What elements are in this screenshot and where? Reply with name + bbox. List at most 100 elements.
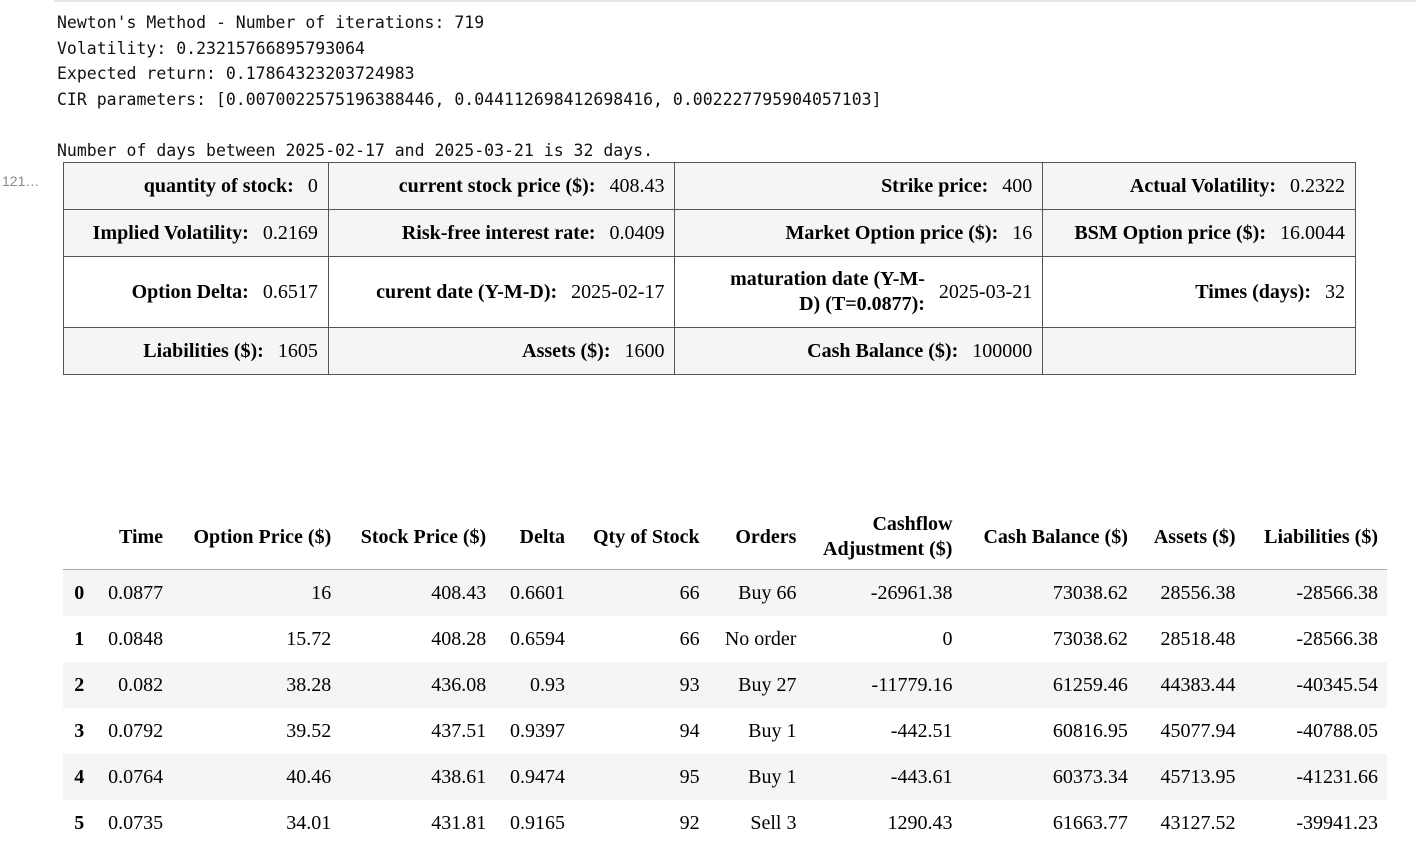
parameter-value: 2025-03-21: [938, 280, 1033, 303]
parameter-value: 0: [307, 174, 318, 197]
parameter-value: 32: [1325, 280, 1345, 303]
parameter-cell: current stock price ($): 408.43: [327, 162, 676, 210]
column-header-time: Time: [93, 505, 173, 570]
cell-output-text: Newton's Method - Number of iterations: …: [57, 10, 882, 163]
parameter-value: 0.0409: [609, 221, 665, 244]
table-cell: Buy 66: [708, 569, 806, 616]
parameter-cell: Cash Balance ($): 100000: [674, 327, 1044, 375]
table-cell: -442.51: [890, 719, 953, 742]
row-index: 4: [63, 754, 94, 800]
column-header-stock-price: Stock Price ($): [340, 505, 496, 570]
table-cell: 66: [679, 627, 700, 650]
parameter-cell: Liabilities ($): 1605: [63, 327, 329, 375]
parameter-label: curent date (Y-M-D):: [376, 280, 558, 303]
table-cell: -40788.05: [1296, 719, 1378, 742]
parameter-value: 100000: [972, 339, 1033, 362]
table-cell: 45713.95: [1136, 754, 1245, 800]
table-cell: 60816.95: [1052, 719, 1128, 742]
table-cell: 40.46: [172, 754, 341, 800]
parameter-value: 16: [1012, 221, 1033, 244]
parameter-label: current stock price ($):: [398, 174, 596, 197]
table-cell: -11779.16: [805, 662, 962, 708]
table-cell: 43127.52: [1160, 811, 1236, 834]
table-cell: 0.0764: [93, 754, 173, 800]
column-header-delta: Delta: [495, 505, 575, 570]
table-cell: 61259.46: [961, 662, 1137, 708]
output-line: CIR parameters: [0.0070022575196388446, …: [57, 89, 882, 109]
parameter-value: 1605: [277, 339, 318, 362]
table-cell: 44383.44: [1136, 662, 1245, 708]
execution-count-label[interactable]: 121…: [2, 173, 40, 189]
column-header-cashflow-adjustment: Cashflow Adjustment ($): [805, 505, 962, 570]
table-cell: 28556.38: [1136, 569, 1245, 616]
table-cell: 0.9165: [510, 811, 566, 834]
table-cell: -28566.38: [1296, 627, 1378, 650]
parameter-label: Times (days):: [1195, 280, 1311, 303]
table-cell: 408.28: [431, 627, 487, 650]
table-cell: 39.52: [286, 719, 332, 742]
table-cell: 28518.48: [1160, 627, 1236, 650]
parameter-label: Implied Volatility:: [92, 221, 249, 244]
parameter-value: 0.6517: [262, 280, 318, 303]
parameter-label: Cash Balance ($):: [807, 339, 959, 362]
parameter-cell: quantity of stock: 0: [63, 162, 329, 210]
table-cell: 66: [574, 569, 709, 616]
row-index: 0: [63, 569, 94, 616]
table-cell: 73038.62: [1052, 627, 1128, 650]
parameters-row: Option Delta: 0.6517 curent date (Y-M-D):…: [63, 256, 1356, 328]
parameter-cell: Assets ($): 1600: [327, 327, 676, 375]
column-header-orders: Orders: [708, 505, 806, 570]
table-cell: 1290.43: [887, 811, 953, 834]
table-cell: 0.6594: [510, 627, 566, 650]
parameter-cell-empty: [1042, 327, 1356, 375]
table-cell: 16: [172, 569, 341, 616]
table-row: 3 0.0792 39.52 437.51 0.9397 94 Buy 1 -4…: [63, 708, 1387, 754]
parameter-cell: Implied Volatility: 0.2169: [63, 209, 329, 257]
parameter-label: Assets ($):: [522, 339, 611, 362]
table-cell: 34.01: [286, 811, 332, 834]
row-index: 5: [74, 811, 85, 834]
table-cell: 0.0735: [108, 811, 164, 834]
parameter-cell: Times (days): 32: [1042, 256, 1356, 328]
table-cell: 431.81: [431, 811, 487, 834]
table-cell: 408.43: [340, 569, 496, 616]
parameter-value: 16.0044: [1280, 221, 1345, 244]
table-cell: -28566.38: [1244, 569, 1387, 616]
table-cell: Buy 1: [708, 754, 806, 800]
column-header-index: [63, 505, 94, 570]
table-cell: 95: [574, 754, 709, 800]
cell-divider: [54, 0, 1416, 2]
parameter-label: Market Option price ($):: [785, 221, 999, 244]
table-row: 4 0.0764 40.46 438.61 0.9474 95 Buy 1 -4…: [63, 754, 1387, 800]
parameters-row: quantity of stock: 0 current stock price …: [63, 162, 1356, 210]
row-index: 1: [74, 627, 85, 650]
output-line: Volatility: 0.23215766895793064: [57, 38, 365, 58]
table-cell: 0.0848: [108, 627, 164, 650]
table-cell: -41231.66: [1244, 754, 1387, 800]
table-cell: 436.08: [340, 662, 496, 708]
table-cell: 0.082: [93, 662, 173, 708]
parameter-value: 400: [1002, 174, 1033, 197]
table-row: 2 0.082 38.28 436.08 0.93 93 Buy 27 -117…: [63, 662, 1387, 708]
table-cell: 92: [679, 811, 700, 834]
table-cell: No order: [724, 627, 797, 650]
table-cell: 437.51: [431, 719, 487, 742]
table-cell: 0.6601: [495, 569, 575, 616]
output-line: Expected return: 0.17864323203724983: [57, 64, 415, 83]
parameter-cell: curent date (Y-M-D): 2025-02-17: [327, 256, 676, 328]
table-row: 0 0.0877 16 408.43 0.6601 66 Buy 66 -269…: [63, 569, 1387, 616]
output-line: Newton's Method - Number of iterations: …: [57, 13, 485, 32]
table-cell: 0.9474: [495, 754, 575, 800]
table-cell: 61663.77: [1052, 811, 1128, 834]
dataframe-header-row: Time Option Price ($) Stock Price ($) De…: [63, 505, 1387, 570]
row-index: 2: [63, 662, 94, 708]
parameters-row: Implied Volatility: 0.2169 Risk-free inte…: [63, 209, 1356, 257]
hedging-dataframe: Time Option Price ($) Stock Price ($) De…: [63, 505, 1387, 846]
parameter-cell: BSM Option price ($): 16.0044: [1042, 209, 1356, 257]
parameter-value: 2025-02-17: [571, 280, 665, 303]
parameter-value: 0.2169: [262, 221, 318, 244]
parameter-label: Actual Volatility:: [1129, 174, 1276, 197]
table-cell: 0.93: [495, 662, 575, 708]
parameter-label: maturation date (Y-M-D) (T=0.0877):: [730, 268, 925, 315]
table-cell: 94: [679, 719, 700, 742]
